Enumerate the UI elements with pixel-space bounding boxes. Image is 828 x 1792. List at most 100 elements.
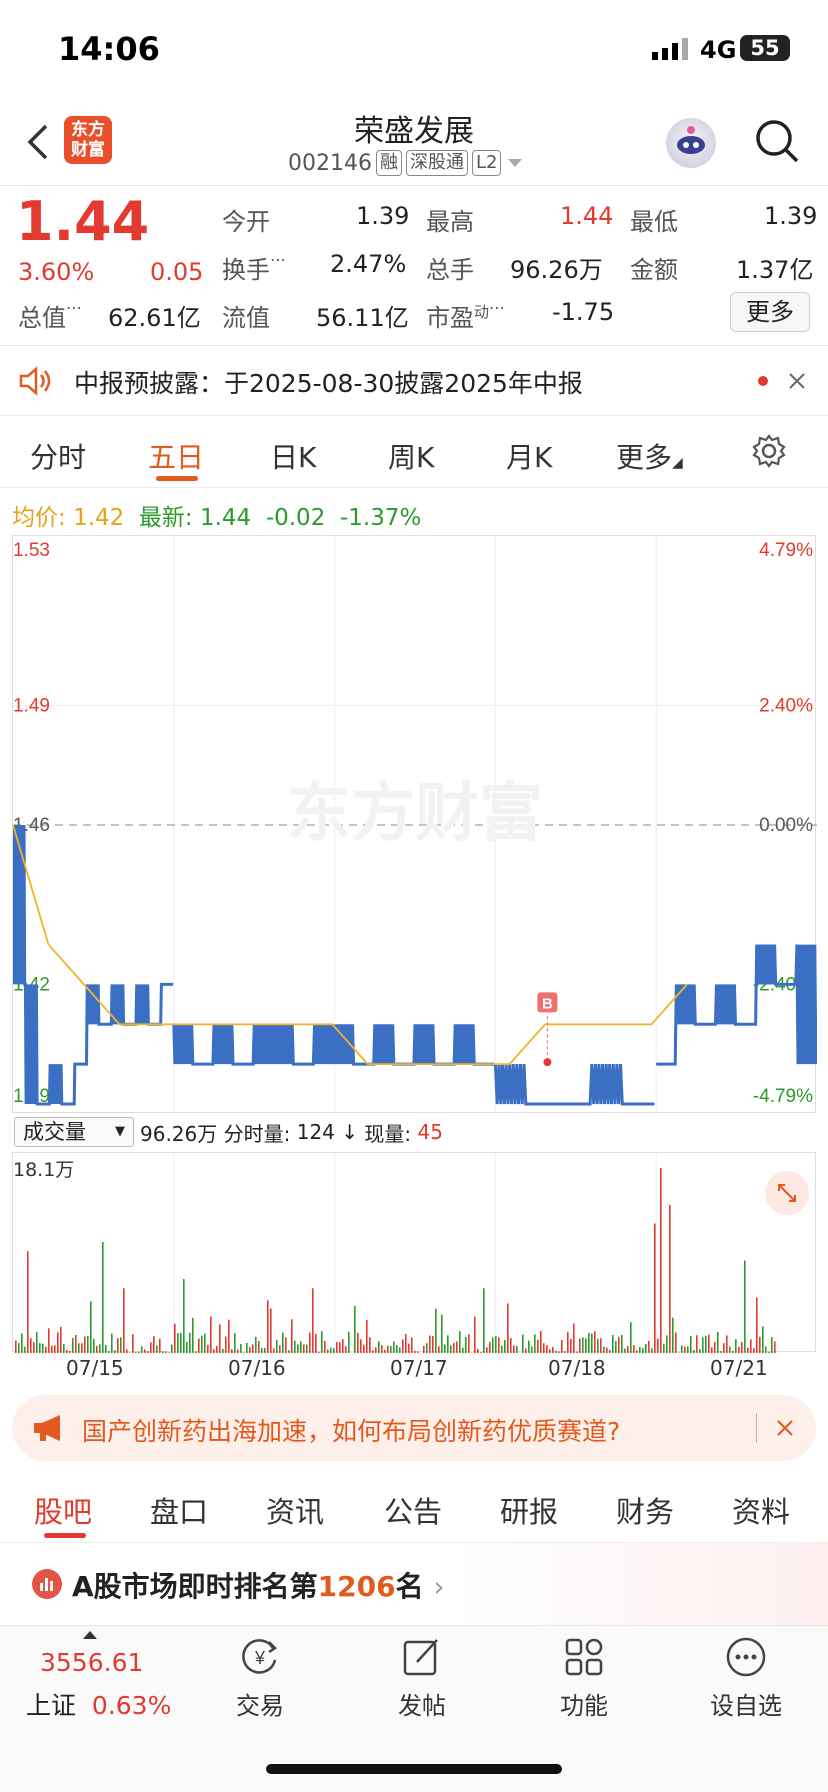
volume-bar	[15, 1340, 17, 1353]
turnover-value: 2.47%	[330, 250, 407, 278]
volume-bar	[213, 1349, 215, 1353]
volume-bar	[297, 1344, 299, 1353]
volume-bar	[171, 1344, 173, 1353]
tab-news[interactable]: 资讯	[266, 1495, 325, 1529]
tab-monthly-k[interactable]: 月K	[506, 441, 553, 474]
volume-bar	[24, 1346, 26, 1353]
tab-profile[interactable]: 资料	[732, 1495, 791, 1529]
volume-bar	[318, 1351, 320, 1353]
five-day-price-chart[interactable]: 东方财富 1.53 1.49 1.46 1.42 1.39 4.79% 2.40% 0.00% -…	[11, 535, 818, 1114]
volume-bar	[627, 1346, 629, 1353]
low-value: 1.39	[764, 202, 818, 230]
nav-trade[interactable]: ¥ 交易	[190, 1634, 330, 1721]
index-name-row[interactable]: 上证 0.63%	[26, 1686, 171, 1722]
tab-guba[interactable]: 股吧	[34, 1495, 93, 1529]
chart-tabs: 分时 五日 日K 周K 月K 更多◢	[0, 416, 828, 488]
volume-chart[interactable]: 18.1万	[12, 1152, 816, 1353]
mktcap-value: 62.61亿	[108, 304, 201, 332]
volume-bar	[771, 1336, 773, 1353]
volume-bar	[315, 1333, 317, 1353]
latest-change: -0.02	[265, 505, 326, 531]
volume-bar	[618, 1336, 620, 1353]
indicator-selector[interactable]: 成交量 ▼	[14, 1117, 134, 1147]
volume-bar	[750, 1339, 752, 1353]
volume-bar	[465, 1336, 467, 1353]
buy-marker-badge	[537, 992, 558, 1013]
index-value[interactable]: 3556.61	[40, 1648, 144, 1677]
float-label: 流值	[222, 304, 270, 332]
volume-bar	[156, 1345, 158, 1353]
tab-announcement[interactable]: 公告	[384, 1495, 443, 1529]
volume-bar	[51, 1345, 53, 1353]
volume-bar	[288, 1350, 290, 1353]
volume-bar	[672, 1317, 674, 1353]
tab-pankou[interactable]: 盘口	[150, 1495, 209, 1529]
volume-bar	[366, 1319, 368, 1353]
stock-code-row[interactable]: 002146 融 深股通 L2	[288, 150, 525, 176]
close-icon[interactable]	[788, 372, 806, 390]
volume-bar	[534, 1334, 536, 1353]
tab-more[interactable]: 更多◢	[616, 441, 683, 474]
nav-apps[interactable]: 功能	[514, 1634, 654, 1721]
back-arrow-icon[interactable]	[26, 122, 50, 162]
index-name: 上证	[26, 1691, 77, 1720]
change-amount: 0.05	[150, 258, 204, 286]
volume-bar	[279, 1345, 281, 1353]
volume-bar	[108, 1351, 110, 1353]
volume-bar	[498, 1337, 500, 1353]
tab-research[interactable]: 研报	[500, 1495, 559, 1529]
volume-bar	[390, 1346, 392, 1353]
tab-minute[interactable]: 分时	[30, 441, 87, 474]
promo-banner[interactable]: 国产创新药出海加速，如何布局创新药优质赛道?	[12, 1395, 816, 1461]
volume-bar	[228, 1319, 230, 1353]
volume-bar	[402, 1339, 404, 1353]
expand-button[interactable]	[765, 1171, 809, 1215]
volume-bar	[141, 1346, 143, 1353]
apps-icon	[565, 1638, 603, 1676]
price-line-day-1	[172, 1024, 335, 1066]
nav-post[interactable]: 发帖	[352, 1634, 492, 1721]
banner-close-icon[interactable]	[776, 1419, 794, 1437]
price-line-day-4	[656, 944, 818, 1066]
more-button[interactable]: 更多	[730, 292, 810, 332]
volume-bar	[291, 1319, 293, 1353]
post-icon	[403, 1639, 438, 1676]
volume-bar	[345, 1346, 347, 1353]
volume-bar	[570, 1338, 572, 1353]
volume-bar	[222, 1348, 224, 1353]
volume-bar	[102, 1242, 104, 1353]
volume-bar	[36, 1332, 38, 1353]
volume-bar	[426, 1343, 428, 1353]
nav-add-watchlist[interactable]: 设自选	[676, 1634, 816, 1721]
volume-bar	[423, 1345, 425, 1353]
volume-bar	[654, 1223, 656, 1353]
volume-bar	[45, 1346, 47, 1353]
tab-five-day[interactable]: 五日	[148, 441, 205, 474]
active-tab-indicator	[156, 476, 198, 481]
volume-bar	[261, 1347, 263, 1353]
search-icon[interactable]	[754, 118, 800, 164]
ai-robot-icon[interactable]	[666, 118, 716, 168]
volume-bar	[489, 1342, 491, 1353]
volume-bar	[438, 1346, 440, 1353]
volume-bar	[522, 1334, 524, 1353]
tab-finance[interactable]: 财务	[616, 1495, 675, 1529]
tab-daily-k[interactable]: 日K	[270, 441, 317, 474]
notice-bar[interactable]: 中报预披露：于2025-08-30披露2025年中报	[0, 346, 828, 416]
volume-bar	[600, 1338, 602, 1353]
settings-gear-icon[interactable]	[752, 434, 786, 468]
tab-weekly-k[interactable]: 周K	[388, 441, 435, 474]
volume-bar	[303, 1344, 305, 1353]
volume-bar	[696, 1335, 698, 1353]
price-line-day-0	[11, 824, 174, 1106]
volume-bar	[150, 1342, 152, 1353]
volume-bar	[678, 1352, 680, 1353]
volume-max-label: 18.1万	[13, 1159, 75, 1181]
market-rank-row[interactable]: A股市场即时排名第1206名 ›	[0, 1543, 828, 1625]
clock: 14:06	[58, 30, 160, 68]
volume-bar	[642, 1347, 644, 1353]
volume-bar	[603, 1346, 605, 1353]
volume-bar	[525, 1348, 527, 1353]
price-line-day-3	[493, 1064, 655, 1106]
volume-bar	[135, 1351, 137, 1353]
